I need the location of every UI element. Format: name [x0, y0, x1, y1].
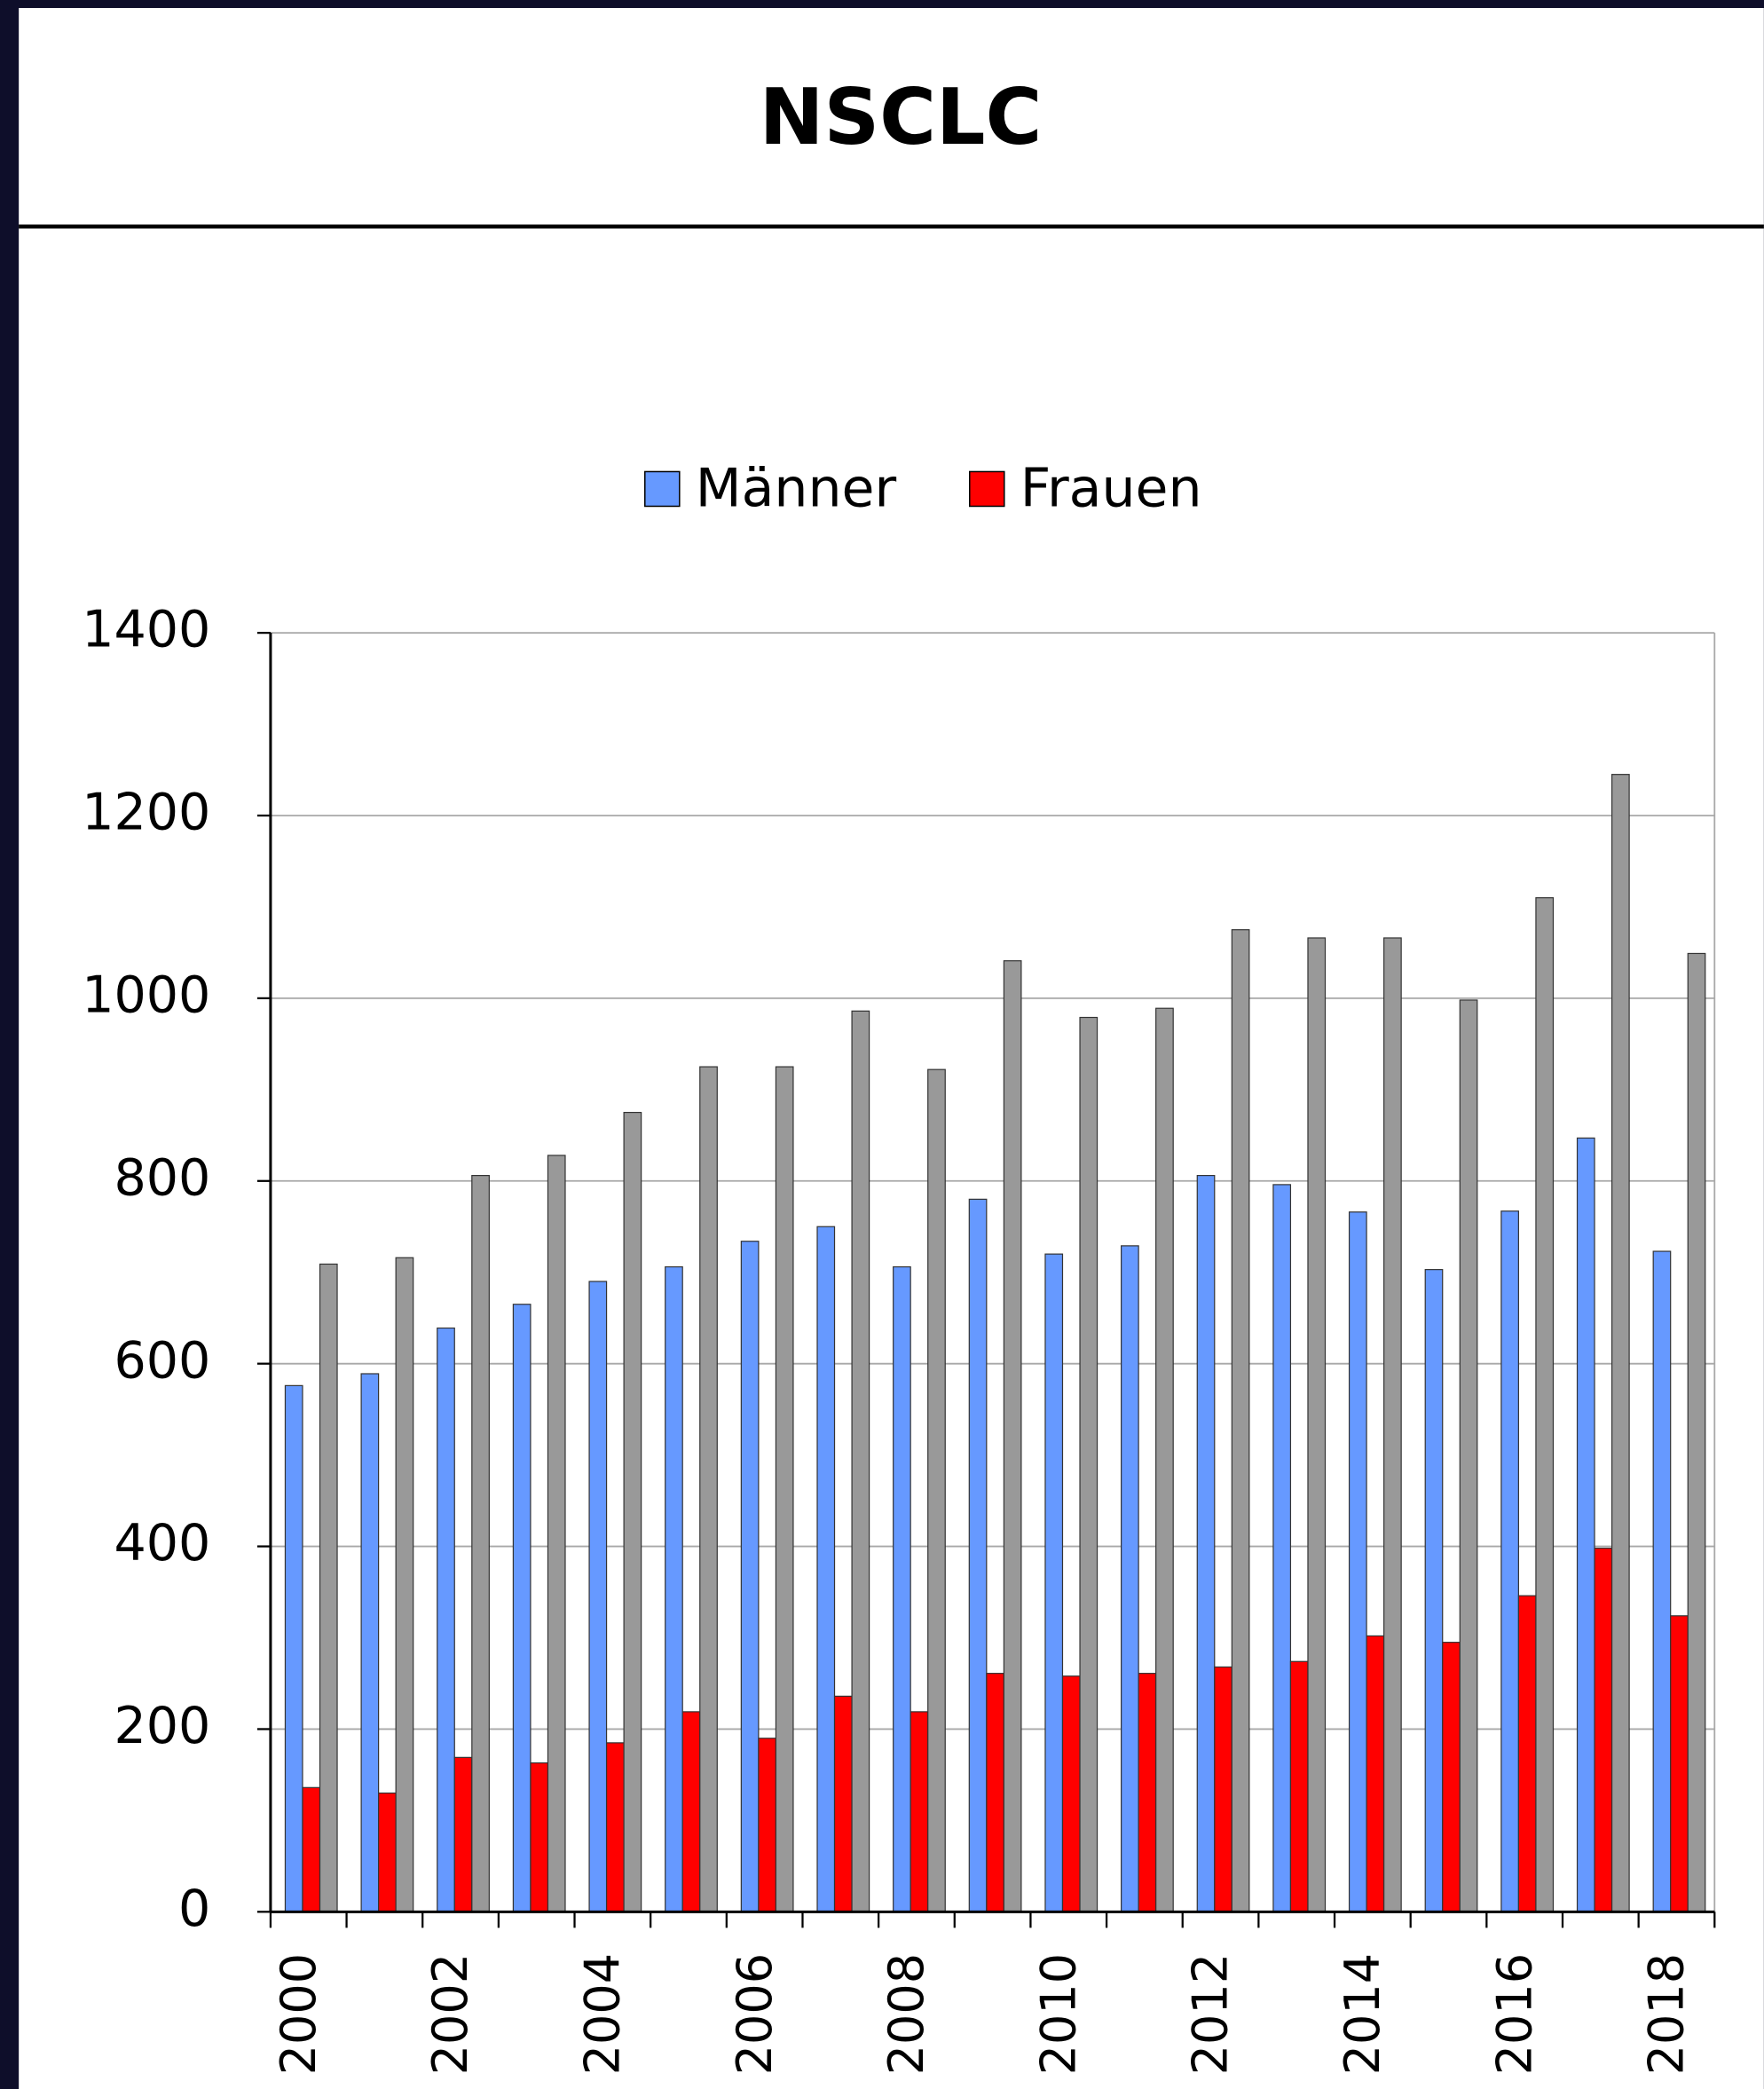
x-tick-label: 2008: [878, 1953, 934, 2076]
bar: [395, 1257, 414, 1912]
x-tick-label: 2012: [1183, 1953, 1239, 2076]
bar: [1652, 1250, 1672, 1912]
bar: [319, 1263, 338, 1912]
bar: [1289, 1660, 1309, 1912]
bar: [1576, 1137, 1595, 1912]
bar: [910, 1711, 929, 1912]
bar: [665, 1265, 683, 1912]
legend-label: Männer: [696, 458, 897, 520]
bar: [1670, 1615, 1689, 1912]
bar: [1610, 774, 1630, 1912]
bar: [1121, 1245, 1139, 1912]
bar: [1517, 1595, 1537, 1912]
x-tick-label: 2002: [422, 1953, 478, 2076]
bar: [893, 1265, 911, 1912]
bar: [453, 1756, 473, 1912]
bar: [605, 1742, 625, 1912]
x-tick-label: 2016: [1486, 1953, 1542, 2076]
y-tick-label: 800: [114, 1148, 210, 1207]
bar: [302, 1786, 321, 1912]
bar: [927, 1068, 946, 1912]
legend-label: Frauen: [1020, 458, 1202, 520]
bar: [437, 1327, 455, 1912]
bar: [1383, 937, 1402, 1912]
bar: [1424, 1269, 1444, 1912]
bar: [623, 1111, 642, 1912]
legend-swatch: [969, 470, 1005, 508]
x-tick-label: 2000: [271, 1953, 327, 2076]
bar: [1231, 929, 1250, 1912]
bar: [833, 1695, 853, 1912]
x-tick-label: 2006: [727, 1953, 783, 2076]
bar: [360, 1373, 380, 1912]
y-tick-label: 200: [114, 1697, 210, 1755]
bar: [681, 1711, 701, 1912]
y-tick-label: 400: [114, 1514, 210, 1573]
bar: [547, 1155, 566, 1912]
legend-swatch: [644, 470, 681, 508]
bar: [1366, 1635, 1385, 1912]
y-tick-label: 1000: [82, 966, 210, 1025]
bar: [986, 1673, 1004, 1912]
x-tick-label: 2004: [574, 1953, 630, 2076]
bar: [284, 1384, 303, 1912]
bar: [471, 1174, 490, 1912]
bar: [1594, 1548, 1613, 1912]
bar: [512, 1304, 532, 1912]
y-tick-label: 600: [114, 1331, 210, 1390]
bar: [530, 1762, 549, 1912]
bar: [968, 1198, 988, 1912]
bar: [1003, 960, 1022, 1912]
x-tick-label: 2014: [1335, 1953, 1390, 2076]
y-tick-label: 0: [178, 1880, 210, 1938]
bar: [775, 1066, 794, 1912]
bar: [1079, 1016, 1099, 1912]
bar: [699, 1066, 718, 1912]
bar: [1348, 1211, 1367, 1912]
bar: [1061, 1675, 1081, 1912]
bar: [1138, 1673, 1157, 1912]
bar: [1459, 999, 1478, 1912]
bar: [1500, 1210, 1519, 1912]
bar: [378, 1792, 397, 1912]
bar: [1687, 952, 1706, 1912]
y-tick-label: 1400: [82, 601, 210, 659]
bar: [1272, 1184, 1292, 1912]
y-tick-label: 1200: [82, 784, 210, 842]
bar: [740, 1241, 760, 1912]
bar: [1214, 1666, 1232, 1912]
bar: [1044, 1253, 1064, 1912]
bar: [851, 1010, 870, 1912]
x-tick-label: 2010: [1030, 1953, 1086, 2076]
bar: [1442, 1642, 1461, 1912]
bar: [816, 1226, 836, 1912]
bar: [1196, 1174, 1216, 1912]
chart-title: NSCLC: [760, 72, 1043, 162]
bar: [1307, 937, 1327, 1912]
bar: [1535, 897, 1555, 1912]
bar: [1155, 1007, 1174, 1912]
x-tick-label: 2018: [1639, 1953, 1695, 2076]
bar: [758, 1738, 777, 1912]
bar: [588, 1281, 608, 1912]
